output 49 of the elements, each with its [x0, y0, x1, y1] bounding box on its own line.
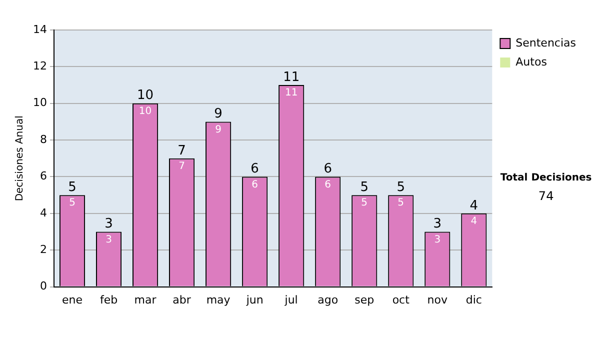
data-label: 9 [215, 124, 222, 136]
total-label: 5 [396, 180, 406, 195]
x-tick-label: sep [354, 293, 374, 306]
data-label: 5 [361, 198, 368, 209]
y-tick-label: 4 [40, 206, 47, 220]
legend-label: Sentencias [516, 36, 576, 50]
data-label: 4 [470, 216, 478, 228]
text: 74 [538, 189, 554, 204]
total-label: 5 [360, 180, 368, 195]
x-tick-label: nov [427, 293, 448, 306]
x-tick-label: feb [100, 293, 118, 306]
data-label: 10 [138, 106, 152, 117]
y-tick-label: 12 [32, 60, 47, 73]
y-tick-label: 0 [40, 280, 47, 293]
y-tick-label: 14 [32, 22, 47, 36]
total-label: 10 [137, 88, 154, 104]
y-tick-label: 2 [40, 242, 47, 256]
data-label: 6 [324, 179, 332, 190]
x-tick-label: mar [134, 293, 157, 306]
data-label: 7 [178, 160, 185, 172]
y-tick-label: 6 [40, 170, 47, 183]
x-tick-label: jun [245, 293, 264, 306]
data-label: 11 [284, 88, 298, 99]
x-tick-label: jul [284, 293, 298, 306]
x-tick-label: ago [318, 293, 338, 306]
total-label: 9 [214, 106, 222, 122]
total-label: 11 [283, 70, 300, 85]
total-label: 6 [250, 162, 259, 177]
legend-label: Autos [516, 55, 548, 68]
x-tick-label: ene [62, 293, 83, 306]
data-label: 3 [106, 234, 112, 246]
total-label: 6 [324, 162, 332, 177]
y-tick-label: 8 [40, 132, 47, 146]
total-label: 5 [68, 180, 76, 195]
total-label: 7 [178, 143, 186, 158]
total-label: 3 [433, 216, 442, 232]
x-tick-label: dic [466, 293, 482, 306]
y-axis-title: Decisiones Anual [14, 116, 26, 202]
data-label: 6 [252, 179, 258, 190]
total-label: 3 [104, 216, 113, 232]
y-tick-label: 10 [32, 96, 47, 110]
total-label: 4 [470, 198, 478, 214]
x-tick-label: may [206, 293, 231, 306]
x-tick-label: abr [172, 293, 192, 306]
data-label: 5 [398, 198, 404, 209]
data-label: 3 [434, 234, 441, 246]
text: Total Decisiones [500, 172, 592, 184]
x-tick-label: oct [392, 293, 410, 306]
data-label: 5 [69, 198, 76, 209]
